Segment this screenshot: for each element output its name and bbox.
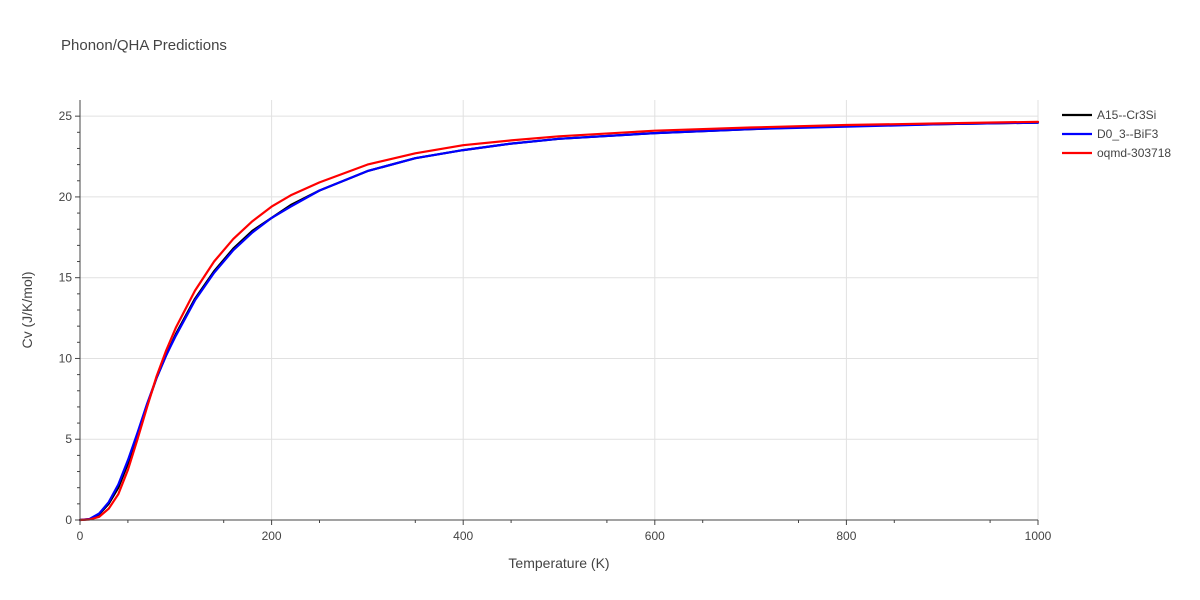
y-tick-label: 15 (59, 271, 73, 285)
legend-item[interactable]: A15--Cr3Si (1062, 108, 1156, 122)
legend-item[interactable]: oqmd-303718 (1062, 146, 1171, 160)
legend-item[interactable]: D0_3--BiF3 (1062, 127, 1159, 141)
x-tick-label: 200 (262, 529, 282, 543)
y-tick-label: 20 (59, 190, 73, 204)
axes (79, 100, 1038, 521)
legend-label: A15--Cr3Si (1097, 108, 1156, 122)
y-tick-label: 25 (59, 109, 73, 123)
x-ticks: 0 200 400 600 800 1000 (77, 520, 1052, 543)
y-tick-label: 5 (65, 432, 72, 446)
y-tick-label: 0 (65, 513, 72, 527)
x-tick-label: 1000 (1025, 529, 1052, 543)
x-axis-title: Temperature (K) (508, 555, 609, 571)
legend-label: D0_3--BiF3 (1097, 127, 1159, 141)
legend-label: oqmd-303718 (1097, 146, 1171, 160)
y-ticks: 0 5 10 15 20 25 (59, 109, 80, 527)
y-axis-title: Cv (J/K/mol) (19, 272, 35, 349)
series-line-D0_3--BiF3 (78, 121, 1040, 522)
x-tick-label: 0 (77, 529, 84, 543)
series-layer (78, 120, 1040, 522)
x-tick-label: 400 (453, 529, 473, 543)
series-line-oqmd-303718 (78, 120, 1040, 522)
series-line-A15--Cr3Si (78, 121, 1040, 522)
legend[interactable]: A15--Cr3Si D0_3--BiF3 oqmd-303718 (1062, 108, 1171, 160)
y-tick-label: 10 (59, 351, 73, 365)
chart-title: Phonon/QHA Predictions (61, 37, 227, 54)
x-tick-label: 600 (645, 529, 665, 543)
x-tick-label: 800 (836, 529, 856, 543)
grid (80, 100, 1039, 520)
